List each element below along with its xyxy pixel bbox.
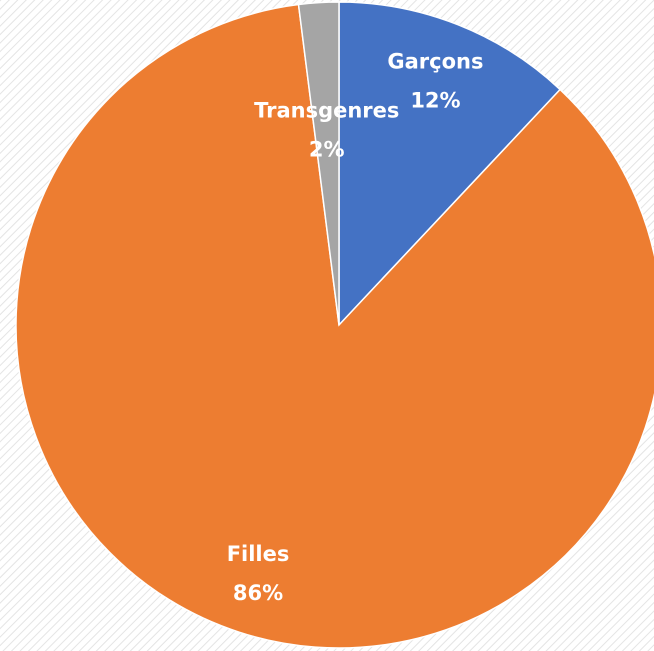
- pie-slice: [297, 1, 340, 326]
- slice-value-label: 86%: [233, 581, 283, 605]
- slice-category-label: Filles: [227, 542, 290, 566]
- slice-value-label: 12%: [410, 88, 460, 112]
- pie-slice: [15, 3, 654, 649]
- slice-category-label: Garçons: [387, 49, 483, 73]
- pie-slice: [338, 1, 562, 327]
- slice-category-label: Transgenres: [254, 98, 399, 122]
- slice-value-label: 2%: [309, 137, 345, 161]
- labels: Garçons 12% Filles 86% Transgenres 2%: [227, 49, 484, 605]
- slices: [15, 1, 654, 649]
